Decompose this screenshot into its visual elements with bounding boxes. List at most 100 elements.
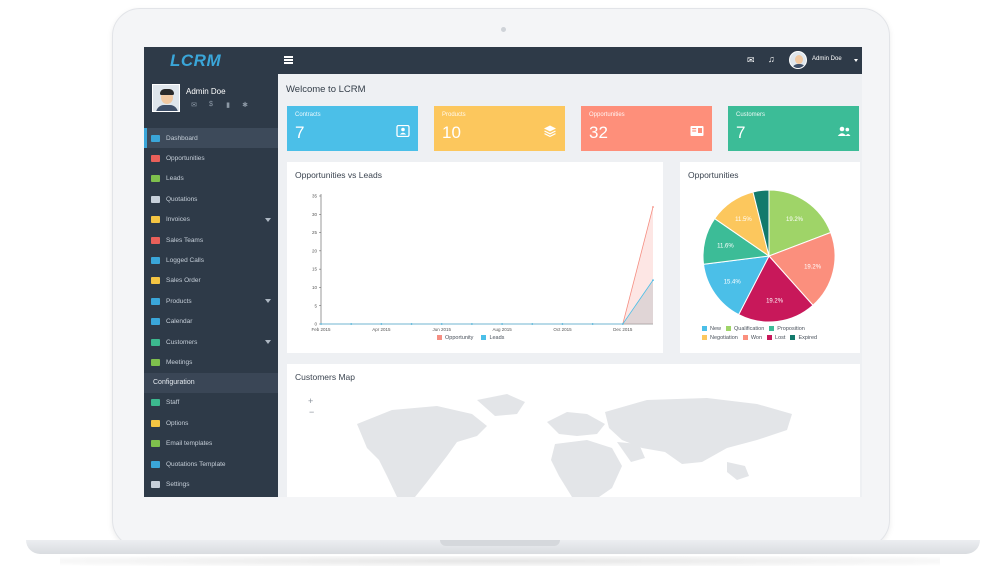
sidebar-item-products[interactable]: Products xyxy=(144,291,278,311)
chevron-down-icon[interactable] xyxy=(854,59,858,62)
legend-item[interactable]: Opportunity xyxy=(437,335,473,341)
sidebar-item-label: Invoices xyxy=(166,216,190,224)
sidebar-item-invoices[interactable]: Invoices xyxy=(144,210,278,230)
stat-label: Customers xyxy=(736,112,766,118)
chevron-down-icon[interactable] xyxy=(265,299,271,304)
legend-item[interactable]: Qualification xyxy=(726,326,764,332)
camera-dot xyxy=(501,27,506,32)
map-region-north-america xyxy=(357,406,487,497)
data-point xyxy=(380,323,383,325)
stat-label: Opportunities xyxy=(589,112,625,118)
stat-card-opportunities[interactable]: Opportunities 32 xyxy=(581,106,712,151)
stat-card-customers[interactable]: Customers 7 xyxy=(728,106,859,151)
sidebar-item-label: Products xyxy=(166,297,192,305)
sidebar-item-quotations-template[interactable]: Quotations Template xyxy=(144,454,278,474)
pie-slice-lost[interactable] xyxy=(737,255,814,323)
stat-value: 7 xyxy=(736,123,746,142)
data-point xyxy=(531,323,534,325)
y-tick-label: 30 xyxy=(312,212,318,217)
legend-item[interactable]: Expired xyxy=(790,335,817,341)
hamburger-icon[interactable] xyxy=(284,56,293,64)
zoom-in-button[interactable]: + xyxy=(308,396,314,406)
chevron-down-icon[interactable] xyxy=(265,339,271,344)
stat-card-contracts[interactable]: Contracts 7 xyxy=(287,106,418,151)
gear-icon[interactable]: ✱ xyxy=(242,102,248,109)
legend-label: Proposition xyxy=(777,326,805,332)
stat-card-products[interactable]: Products 10 xyxy=(434,106,565,151)
chevron-down-icon[interactable] xyxy=(265,217,271,222)
sidebar-item-sales-teams[interactable]: Sales Teams xyxy=(144,230,278,250)
x-tick-label: Jun 2015 xyxy=(432,327,451,332)
map-region-africa xyxy=(551,440,622,497)
line-chart: 0 5 10 15 20 25 30 35 Feb 2015 Apr 2015 Jun 2015 Au… xyxy=(311,194,654,332)
legend-label: New xyxy=(710,326,722,332)
sidebar-item-quotations[interactable]: Quotations xyxy=(144,189,278,209)
sidebar-item-sales-order[interactable]: Sales Order xyxy=(144,271,278,291)
data-point xyxy=(350,323,353,325)
sidebar-item-settings[interactable]: Settings xyxy=(144,474,278,494)
legend-item[interactable]: Negotiation xyxy=(702,335,738,341)
sidebar-item-email-templates[interactable]: Email templates xyxy=(144,433,278,453)
series-line xyxy=(321,279,654,325)
pie-slice-label: 19.2% xyxy=(786,217,804,223)
pie-slice-label: 19.2% xyxy=(804,265,822,271)
opportunities-pie-panel: Opportunities 19.2% 19.2% 19.2% 15.4% 11.6% 1… xyxy=(680,162,860,353)
sidebar-item-label: Opportunities xyxy=(166,155,205,163)
sidebar-item-customers[interactable]: Customers xyxy=(144,332,278,352)
basket-icon xyxy=(151,297,160,305)
stat-value: 7 xyxy=(295,123,305,142)
sidebar-item-dashboard[interactable]: Dashboard xyxy=(144,128,278,149)
map-region-greenland xyxy=(477,394,525,416)
meeting-icon xyxy=(151,358,160,366)
legend-item[interactable]: Proposition xyxy=(769,326,805,332)
legend-item[interactable]: Won xyxy=(742,335,762,341)
pie-slice-won[interactable] xyxy=(768,231,836,306)
world-map[interactable] xyxy=(287,364,860,497)
mail-icon[interactable]: ✉ xyxy=(191,102,197,109)
sidebar-item-leads[interactable]: Leads xyxy=(144,169,278,189)
legend-item[interactable]: Lost xyxy=(767,335,785,341)
pie-slice-label: 15.4% xyxy=(724,280,742,286)
template-icon xyxy=(151,460,160,468)
data-point xyxy=(320,323,322,325)
data-point xyxy=(591,323,594,325)
pie-slice-qualification[interactable] xyxy=(768,189,832,257)
sidebar-item-logged-calls[interactable]: Logged Calls xyxy=(144,250,278,270)
sidebar-item-label: Leads xyxy=(166,175,184,183)
sidebar-item-opportunities[interactable]: Opportunities xyxy=(144,148,278,168)
main-content: Welcome to LCRM Contracts 7 Products 10 … xyxy=(278,74,862,497)
dollar-icon[interactable]: $ xyxy=(209,101,213,108)
sidebar-item-staff[interactable]: Staff xyxy=(144,393,278,413)
user-menu-name[interactable]: Admin Doe xyxy=(812,56,842,62)
sidebar: LCRM Admin Doe ✉ $ ▮ ✱ Dashboard Opportun… xyxy=(144,47,278,497)
calendar-icon xyxy=(151,318,160,326)
avatar[interactable] xyxy=(152,84,180,112)
pie-slice-new[interactable] xyxy=(702,255,770,316)
legend-label: Lost xyxy=(775,335,786,341)
stat-label: Products xyxy=(442,112,466,118)
users-icon xyxy=(837,126,851,136)
pie-slice-expired[interactable] xyxy=(752,189,770,257)
map-region-europe xyxy=(547,412,605,436)
legend-item[interactable]: Leads xyxy=(481,335,504,341)
zoom-out-button[interactable]: − xyxy=(309,407,315,417)
legend-label: Expired xyxy=(798,335,818,341)
laptop-base xyxy=(26,540,980,554)
sidebar-item-meetings[interactable]: Meetings xyxy=(144,352,278,372)
app-logo[interactable]: LCRM xyxy=(170,50,222,70)
sidebar-item-calendar[interactable]: Calendar xyxy=(144,312,278,332)
opportunities-vs-leads-panel: Opportunities vs Leads 0 5 10 15 20 25 30 35 Feb… xyxy=(287,162,663,353)
legend-item[interactable]: New xyxy=(702,326,721,332)
pie-slice-label: 11.6% xyxy=(717,243,734,249)
y-tick-label: 5 xyxy=(314,303,317,308)
app-screen: LCRM Admin Doe ✉ $ ▮ ✱ Dashboard Opportun… xyxy=(144,47,862,497)
logo-bar[interactable]: LCRM xyxy=(144,47,278,74)
file-icon[interactable]: ▮ xyxy=(226,102,230,109)
sidebar-menu: Dashboard Opportunities Leads Quotations Inv… xyxy=(144,128,278,495)
bell-icon[interactable]: ♫ xyxy=(768,54,775,64)
sidebar-item-label: Options xyxy=(166,419,189,427)
mail-icon[interactable]: ✉ xyxy=(747,55,755,65)
thumbs-up-icon xyxy=(151,175,160,183)
avatar[interactable] xyxy=(789,51,807,69)
sidebar-item-options[interactable]: Options xyxy=(144,413,278,433)
